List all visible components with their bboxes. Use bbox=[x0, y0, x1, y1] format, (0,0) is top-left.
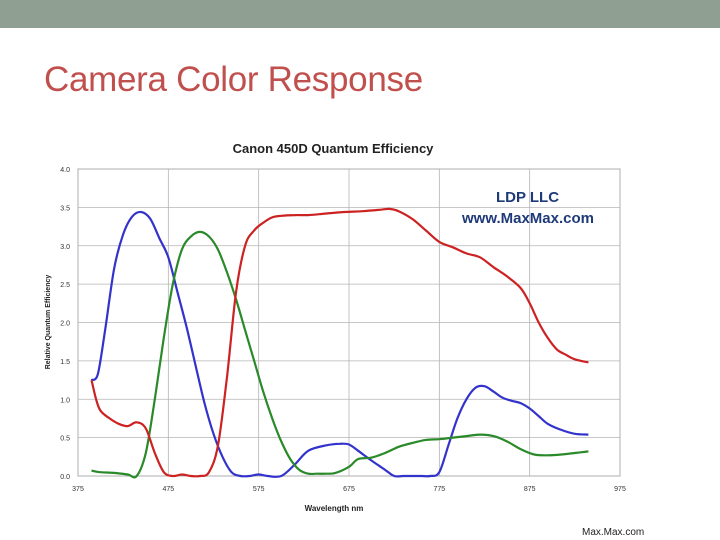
chart: Canon 450D Quantum Efficiency Wavelength… bbox=[36, 126, 656, 518]
annotation-company: LDP LLC bbox=[496, 189, 560, 206]
x-tick-label: 575 bbox=[253, 486, 265, 493]
top-bar bbox=[0, 0, 720, 28]
y-tick-label: 1.0 bbox=[60, 397, 70, 404]
slide-title: Camera Color Response bbox=[44, 60, 423, 99]
y-tick-label: 0.0 bbox=[60, 474, 70, 481]
x-tick-label: 475 bbox=[162, 486, 174, 493]
credit-text: Max.Max.com bbox=[582, 527, 645, 538]
y-tick-label: 2.0 bbox=[60, 321, 70, 328]
y-axis-label: Relative Quantum Efficiency bbox=[45, 275, 52, 370]
grid bbox=[77, 168, 621, 477]
chart-svg: Canon 450D Quantum Efficiency Wavelength… bbox=[45, 141, 626, 513]
y-tick-label: 3.5 bbox=[60, 205, 70, 212]
x-tick-label: 875 bbox=[524, 486, 536, 493]
tick-labels: 0.0 0.5 1.0 1.5 2.0 2.5 3.0 3.5 4.0 375 475 575 675 7… bbox=[60, 167, 626, 493]
y-tick-label: 1.5 bbox=[60, 359, 70, 366]
y-tick-label: 0.5 bbox=[60, 436, 70, 443]
x-tick-label: 675 bbox=[343, 486, 355, 493]
x-tick-label: 975 bbox=[614, 486, 626, 493]
series-lines bbox=[90, 207, 589, 479]
y-tick-label: 3.0 bbox=[60, 244, 70, 251]
x-axis-label: Wavelength nm bbox=[305, 504, 364, 513]
annotation-url: www.MaxMax.com bbox=[462, 210, 594, 227]
y-tick-label: 4.0 bbox=[60, 167, 70, 174]
series-line-blue bbox=[90, 210, 589, 479]
series-line-red bbox=[90, 207, 589, 478]
series-line-green bbox=[91, 230, 589, 479]
x-tick-label: 775 bbox=[433, 486, 445, 493]
x-tick-label: 375 bbox=[72, 486, 84, 493]
y-tick-label: 2.5 bbox=[60, 282, 70, 289]
chart-title: Canon 450D Quantum Efficiency bbox=[233, 141, 435, 156]
